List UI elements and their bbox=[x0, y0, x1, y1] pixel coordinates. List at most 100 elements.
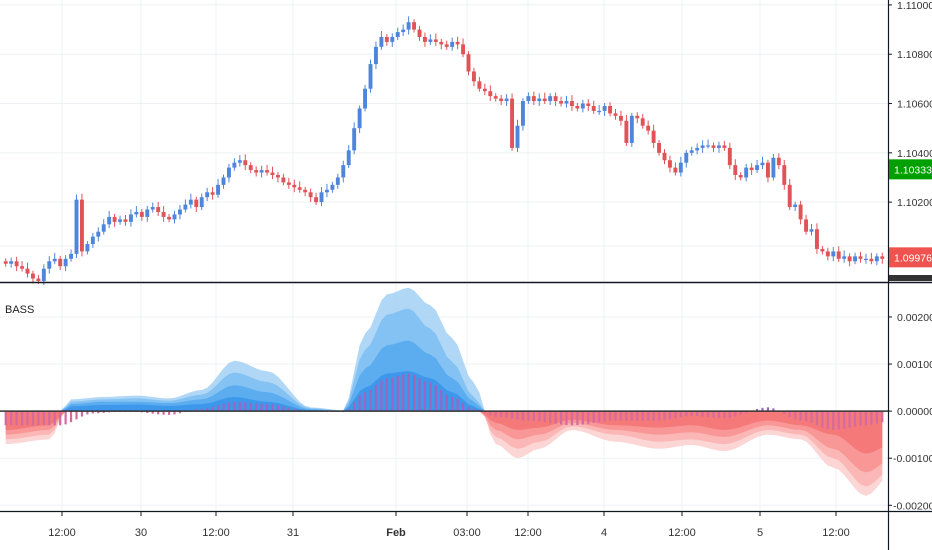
candle bbox=[804, 214, 809, 235]
histogram-bar bbox=[761, 407, 764, 412]
svg-text:1.09976: 1.09976 bbox=[894, 252, 932, 264]
oscillator-pane[interactable] bbox=[0, 287, 888, 496]
histogram-bar bbox=[647, 411, 650, 421]
candle bbox=[85, 241, 90, 255]
histogram-bar bbox=[80, 411, 84, 417]
time-tick-label: 03:00 bbox=[453, 527, 481, 539]
histogram-bar bbox=[674, 411, 677, 419]
candle bbox=[667, 155, 672, 173]
candle bbox=[221, 174, 226, 189]
histogram-bar bbox=[222, 403, 225, 412]
candle bbox=[869, 252, 874, 265]
candle bbox=[586, 99, 591, 111]
candle bbox=[814, 223, 819, 254]
histogram-bar bbox=[380, 380, 383, 412]
candle bbox=[134, 206, 139, 218]
histogram-bar bbox=[549, 411, 552, 423]
histogram-bar bbox=[739, 411, 742, 415]
candle bbox=[74, 194, 79, 258]
histogram-bar bbox=[483, 411, 486, 413]
candle bbox=[635, 112, 640, 124]
histogram-bar bbox=[456, 398, 459, 412]
candle bbox=[101, 219, 106, 235]
histogram-bar bbox=[587, 411, 590, 424]
candle bbox=[482, 83, 487, 96]
histogram-bar bbox=[244, 402, 247, 412]
histogram-bar bbox=[260, 403, 263, 412]
candle bbox=[232, 158, 237, 171]
candle bbox=[373, 41, 378, 70]
candle bbox=[177, 205, 182, 220]
candle bbox=[537, 93, 542, 106]
histogram-bar bbox=[64, 411, 67, 425]
candle bbox=[357, 105, 362, 134]
candle bbox=[58, 255, 63, 271]
candle bbox=[700, 140, 705, 153]
candle bbox=[150, 202, 155, 213]
histogram-bar bbox=[690, 411, 693, 416]
histogram-bar bbox=[641, 411, 644, 421]
histogram-bar bbox=[26, 411, 29, 426]
histogram-bar bbox=[794, 411, 797, 420]
histogram-bar bbox=[369, 390, 372, 412]
price-tick-label: 1.10800 bbox=[897, 49, 932, 61]
histogram-bar bbox=[559, 411, 563, 425]
histogram-bar bbox=[20, 411, 24, 426]
candle bbox=[25, 262, 30, 278]
histogram-bar bbox=[48, 411, 51, 426]
histogram-bar bbox=[554, 411, 557, 424]
candle bbox=[580, 99, 585, 113]
candle bbox=[390, 33, 395, 47]
candle bbox=[145, 205, 150, 222]
candle bbox=[749, 163, 754, 176]
candle bbox=[602, 103, 607, 116]
candle bbox=[836, 246, 841, 262]
candle bbox=[738, 172, 743, 181]
histogram-bar bbox=[200, 408, 203, 412]
histogram-bar bbox=[810, 411, 813, 423]
histogram-bar bbox=[102, 411, 105, 413]
histogram-bar bbox=[233, 401, 236, 412]
candle bbox=[324, 183, 329, 198]
histogram-bar bbox=[788, 411, 791, 418]
histogram-bar bbox=[614, 411, 617, 421]
histogram-bar bbox=[581, 411, 584, 425]
histogram-bar bbox=[461, 402, 465, 412]
candle bbox=[608, 102, 613, 117]
candle bbox=[384, 34, 389, 46]
histogram-bar bbox=[151, 411, 154, 414]
candle bbox=[118, 215, 123, 225]
candle bbox=[613, 108, 618, 120]
histogram-bar bbox=[358, 395, 361, 412]
histogram-bar bbox=[576, 411, 579, 426]
histogram-bar bbox=[440, 389, 443, 412]
histogram-bar bbox=[91, 411, 94, 414]
candle bbox=[265, 164, 270, 176]
candle bbox=[428, 34, 433, 45]
time-tick-label: 31 bbox=[287, 527, 299, 539]
histogram-bar bbox=[723, 411, 726, 419]
candle bbox=[809, 224, 814, 236]
candle bbox=[259, 165, 264, 178]
histogram-bar bbox=[565, 411, 568, 426]
candle bbox=[335, 173, 340, 189]
candle bbox=[771, 154, 776, 181]
candle bbox=[493, 93, 498, 102]
price-pane[interactable] bbox=[3, 16, 885, 285]
histogram-bar bbox=[516, 411, 519, 420]
histogram-bar bbox=[249, 402, 252, 412]
histogram-bar bbox=[832, 411, 835, 430]
histogram-bar bbox=[701, 411, 704, 417]
histogram-bar bbox=[423, 381, 427, 412]
time-tick-label: 30 bbox=[135, 527, 147, 539]
candle bbox=[107, 210, 112, 229]
candle bbox=[466, 51, 471, 76]
candle bbox=[559, 96, 564, 107]
histogram-bar bbox=[745, 411, 748, 413]
candle bbox=[624, 114, 629, 146]
histogram-bar bbox=[97, 411, 100, 414]
candle bbox=[210, 187, 215, 200]
histogram-bar bbox=[374, 385, 378, 412]
candle bbox=[787, 178, 792, 211]
